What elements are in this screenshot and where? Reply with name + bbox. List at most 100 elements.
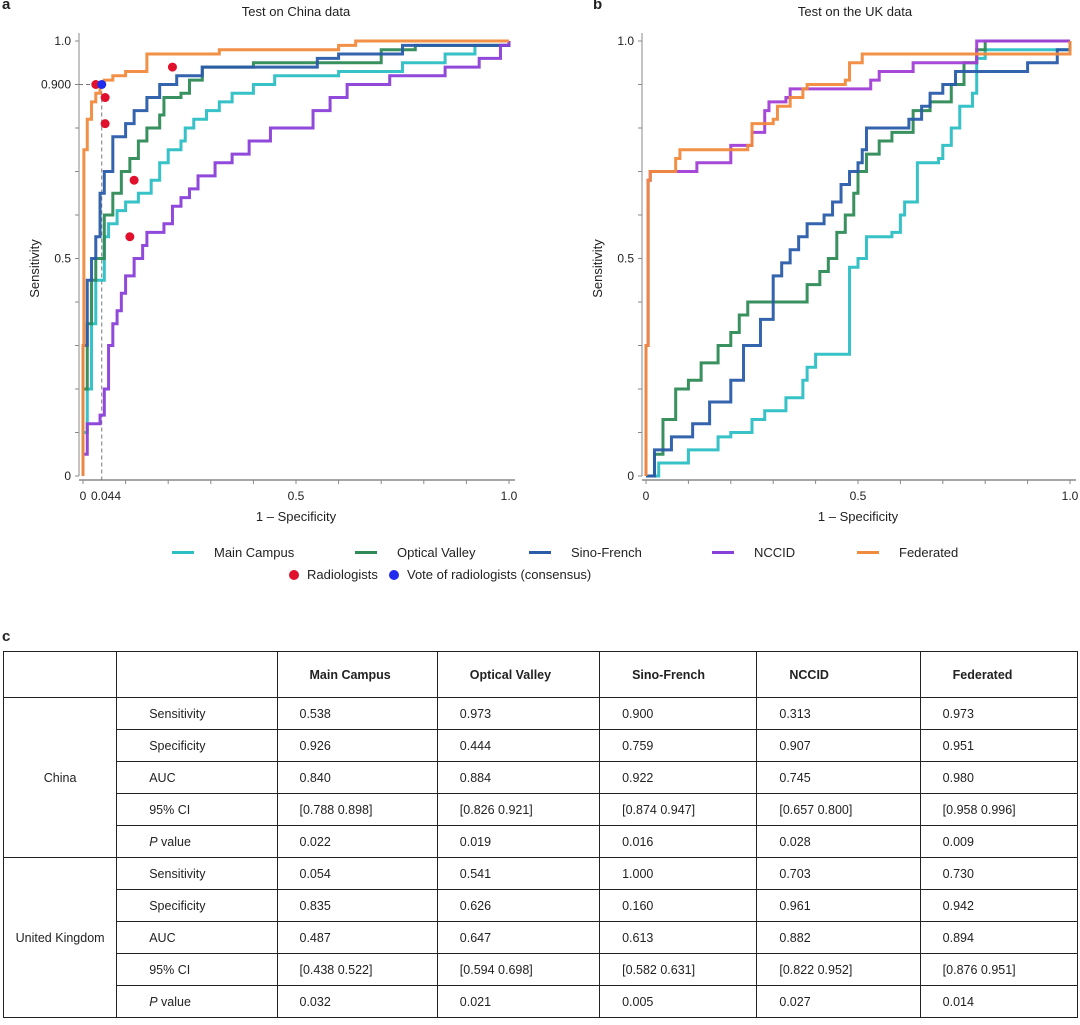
value-cell: 0.028 xyxy=(756,825,921,858)
value-cell: 0.538 xyxy=(276,697,438,730)
value-cell: [0.594 0.698] xyxy=(436,953,601,986)
value-cell: 0.730 xyxy=(919,857,1079,890)
value-cell: 0.016 xyxy=(599,825,758,858)
metric-cell: 95% CI xyxy=(116,953,278,986)
panel-label-b: b xyxy=(593,0,603,13)
table-row: P value 0.032 0.021 0.005 0.027 0.014 xyxy=(4,985,1079,1018)
table-row: AUC 0.840 0.884 0.922 0.745 0.980 xyxy=(4,761,1079,794)
legend-label: Optical Valley xyxy=(397,545,476,560)
table-header-main-campus: Main Campus xyxy=(276,651,438,698)
value-cell: 0.703 xyxy=(756,857,921,890)
value-cell: 0.014 xyxy=(919,985,1079,1018)
table-header-row: Main Campus Optical Valley Sino-French N… xyxy=(2,651,1079,698)
panel-label-a: a xyxy=(2,0,11,13)
table-header-empty xyxy=(116,651,278,698)
legend-item-optical-valley: Optical Valley xyxy=(355,545,476,560)
roc-curve-sino-french xyxy=(646,41,1072,478)
legend-label: Vote of radiologists (consensus) xyxy=(407,567,592,582)
table-header-optical-valley: Optical Valley xyxy=(436,651,601,698)
value-cell: 0.005 xyxy=(599,985,758,1018)
legend-item-radiologists: Radiologists xyxy=(289,567,378,582)
value-cell: [0.958 0.996] xyxy=(919,793,1079,826)
value-cell: [0.657 0.800] xyxy=(756,793,921,826)
value-cell: 0.021 xyxy=(436,985,601,1018)
value-cell: [0.582 0.631] xyxy=(599,953,758,986)
y-tick-label: 0 xyxy=(627,469,634,483)
metric-cell: Sensitivity xyxy=(116,857,278,890)
table-row: P value 0.022 0.019 0.016 0.028 0.009 xyxy=(4,825,1079,858)
value-cell: 0.009 xyxy=(919,825,1079,858)
chart-title: Test on the UK data xyxy=(798,4,913,19)
value-cell: [0.874 0.947] xyxy=(599,793,758,826)
radiologist-point xyxy=(100,93,110,103)
value-cell: 0.922 xyxy=(599,761,758,794)
table-header-sino-french: Sino-French xyxy=(599,651,758,698)
x-tick-label: 0 xyxy=(643,489,650,503)
table-row: 95% CI [0.438 0.522] [0.594 0.698] [0.582 0… xyxy=(4,953,1079,986)
value-cell: 0.759 xyxy=(599,729,758,762)
value-cell: 0.313 xyxy=(756,697,921,730)
legend-swatch xyxy=(529,551,551,554)
roc-curve-federated xyxy=(644,41,1072,476)
metric-cell: P value xyxy=(116,985,278,1018)
value-cell: 0.032 xyxy=(276,985,438,1018)
value-cell: 0.541 xyxy=(436,857,601,890)
value-cell: 0.942 xyxy=(919,889,1079,922)
value-cell: 0.973 xyxy=(919,697,1079,730)
value-cell: 0.973 xyxy=(436,697,601,730)
table-row: AUC 0.487 0.647 0.613 0.882 0.894 xyxy=(4,921,1079,954)
y-tick-label: 0.900 xyxy=(41,78,71,92)
table-body: China Sensitivity 0.538 0.973 0.900 0.313 0.97… xyxy=(2,697,1079,1018)
value-cell: 0.027 xyxy=(756,985,921,1018)
legend-label: Sino-French xyxy=(571,545,642,560)
table-row: United Kingdom Sensitivity 0.054 0.541 1.000… xyxy=(2,857,1079,1018)
region-cell: United Kingdom xyxy=(2,857,118,1018)
value-cell: 0.884 xyxy=(436,761,601,794)
x-tick-label: 1.0 xyxy=(501,489,518,503)
value-cell: 0.019 xyxy=(436,825,601,858)
value-cell: 0.613 xyxy=(599,921,758,954)
x-tick-label: 1.0 xyxy=(1062,489,1079,503)
legend-swatch xyxy=(172,551,194,554)
y-axis-label: Sensitivity xyxy=(590,239,605,298)
table-header-federated: Federated xyxy=(919,651,1079,698)
roc-charts: Test on China data 0 0.044 0.5 1.0 0 0.5 0.900 1… xyxy=(27,4,1079,524)
x-axis-label: 1 – Specificity xyxy=(818,509,899,524)
legend-item-consensus: Vote of radiologists (consensus) xyxy=(389,567,591,582)
x-tick-label: 0.5 xyxy=(288,489,305,503)
y-tick-label: 0 xyxy=(64,469,71,483)
legend-item-sino-french: Sino-French xyxy=(529,545,642,560)
metric-cell: AUC xyxy=(116,921,278,954)
value-cell: 0.160 xyxy=(599,889,758,922)
legend-label: Radiologists xyxy=(307,567,378,582)
metric-cell: Specificity xyxy=(116,889,278,922)
metric-cell: 95% CI xyxy=(116,793,278,826)
radiologist-point xyxy=(129,175,139,185)
legend-item-federated: Federated xyxy=(857,545,958,560)
region-cell: China xyxy=(2,697,118,858)
legend-swatch xyxy=(857,551,879,554)
x-axis-label: 1 – Specificity xyxy=(256,509,337,524)
value-cell: 0.882 xyxy=(756,921,921,954)
value-cell: [0.876 0.951] xyxy=(919,953,1079,986)
table-row: Specificity 0.926 0.444 0.759 0.907 0.951 xyxy=(4,729,1079,762)
legend-label: NCCID xyxy=(754,545,796,560)
metric-cell: AUC xyxy=(116,761,278,794)
value-cell: 0.054 xyxy=(276,857,438,890)
legend-swatch xyxy=(712,551,734,554)
roc-curve-optical-valley xyxy=(81,41,511,476)
table-header-empty xyxy=(2,651,118,698)
value-cell: 0.980 xyxy=(919,761,1079,794)
panel-label-c: c xyxy=(2,628,11,645)
legend-label: Main Campus xyxy=(214,545,295,560)
legend-item-nccid: NCCID xyxy=(712,545,795,560)
table-row: China Sensitivity 0.538 0.973 0.900 0.313 0.97… xyxy=(2,697,1079,858)
x-tick-label: 0 xyxy=(80,489,87,503)
metrics-table: Main Campus Optical Valley Sino-French N… xyxy=(2,651,1079,1018)
legend-label: Federated xyxy=(899,545,959,560)
legend-swatch xyxy=(355,551,377,554)
value-cell: 0.835 xyxy=(276,889,438,922)
value-cell: 0.907 xyxy=(756,729,921,762)
value-cell: 0.900 xyxy=(599,697,758,730)
value-cell: 0.745 xyxy=(756,761,921,794)
